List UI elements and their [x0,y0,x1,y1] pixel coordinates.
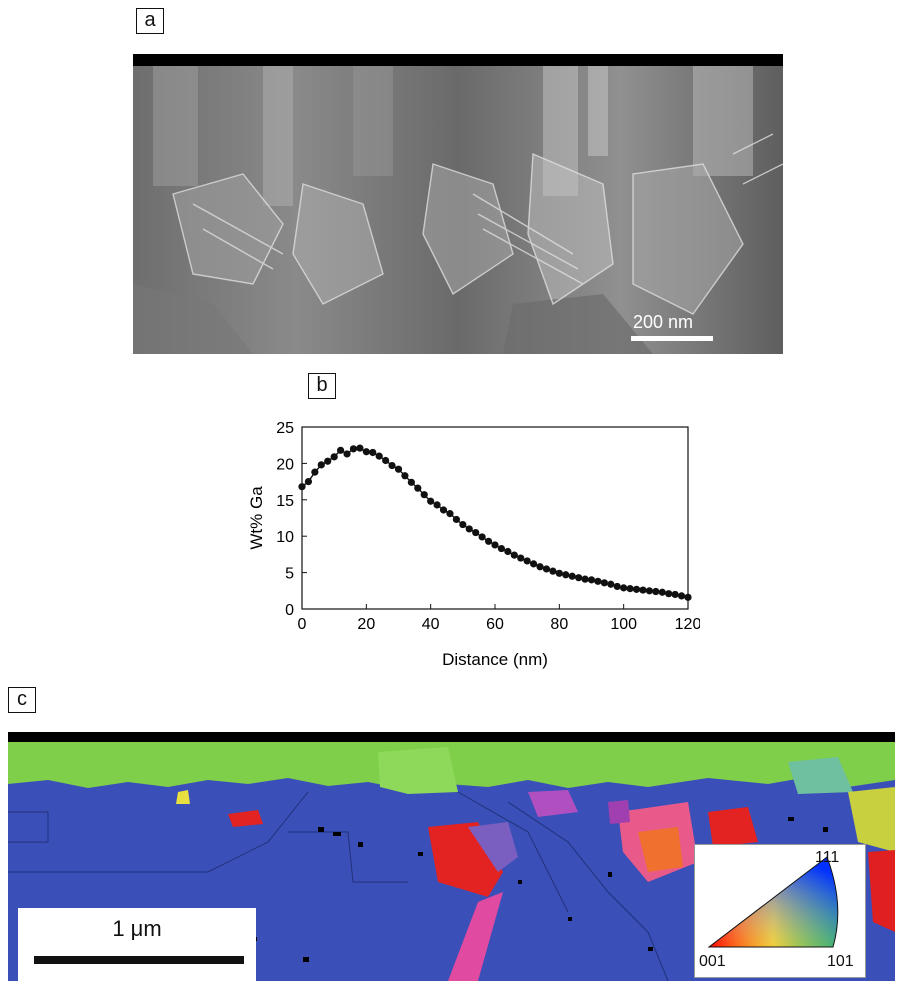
y-tick-label: 15 [276,493,294,510]
ebsd-scale-box: 1 μm [18,908,256,981]
data-point [427,497,435,505]
data-point [311,468,319,476]
x-tick-label: 20 [357,616,375,633]
y-axis-label: Wt% Ga [247,486,266,550]
panel-label-b: b [308,373,336,399]
data-point [337,446,345,454]
y-tick-label: 0 [285,602,294,619]
data-point [401,472,409,480]
data-point [665,590,673,598]
x-tick-label: 40 [422,616,440,633]
data-point [562,571,570,579]
data-point [420,491,428,499]
data-point [465,525,473,533]
x-tick-label: 100 [610,616,637,633]
data-point [394,465,403,473]
data-point [369,448,377,457]
panel-label-c: c [8,687,36,713]
data-point [600,579,608,587]
data-point [343,450,351,458]
data-point [491,541,499,549]
data-point [671,590,679,599]
data-point [330,453,338,461]
data-point [324,457,332,465]
data-point [317,461,325,469]
data-point [568,572,576,580]
x-tick-label: 0 [298,616,307,633]
data-point [607,580,615,588]
data-point [452,515,460,524]
y-tick-label: 5 [285,566,294,583]
data-point [652,587,660,596]
data-point [298,483,306,491]
data-point [542,565,551,573]
x-tick-label: 120 [675,616,700,633]
ipf-label-001: 001 [699,953,726,970]
data-point [536,563,544,571]
data-point [677,592,686,600]
data-point [517,554,525,562]
ipf-label-111: 111 [815,849,840,866]
sem-scale-label: 200 nm [633,312,694,332]
data-point [594,577,602,585]
data-point [484,537,493,545]
data-point [639,586,647,594]
panel-label-a: a [136,8,164,34]
ga-profile-chart: 0 20 40 60 80 100 120 0 5 10 15 20 25 Distance (nm)… [240,410,701,680]
data-point [626,585,634,593]
data-point [645,587,653,595]
data-point [388,461,396,470]
data-point [632,585,641,593]
data-point [497,544,506,553]
sem-image-texture [133,54,783,354]
x-tick-label: 80 [550,616,568,633]
data-point [620,584,628,592]
ebsd-orientation-map: 1 μm 111 001 101 [8,732,895,981]
ipf-color-key: 111 001 101 [694,844,866,978]
data-point [530,560,538,568]
data-point [523,557,531,565]
data-point [549,567,557,575]
data-point [472,528,480,537]
data-point [304,478,313,486]
data-point [382,456,390,465]
y-tick-label: 10 [276,529,294,546]
data-point [407,478,415,486]
ipf-triangle [707,856,839,948]
ebsd-scale-label: 1 μm [112,916,162,941]
data-point [433,501,441,509]
data-point [375,452,383,460]
data-point [581,575,589,583]
x-axis-label: Distance (nm) [442,650,548,669]
y-tick-label: 20 [276,456,294,473]
data-point [555,569,563,577]
data-point [510,551,518,559]
ipf-label-101: 101 [827,953,854,970]
chart-svg: 0 20 40 60 80 100 120 0 5 10 15 20 25 Distance (nm)… [247,420,701,669]
data-point [684,593,692,601]
data-point [446,510,454,518]
y-tick-label: 25 [276,420,294,437]
data-point [414,484,422,492]
data-point [356,444,364,452]
data-point [658,588,666,596]
data-point [575,574,583,582]
ebsd-scale-bar [34,956,244,964]
data-point [349,445,358,453]
sem-micrograph: 200 nm [133,54,783,354]
data-point [459,520,467,529]
data-point [478,533,486,541]
data-point [439,506,448,514]
plot-frame [301,426,689,610]
series-line [301,447,689,599]
data-point [587,576,596,584]
data-point [504,547,512,556]
data-point [613,582,621,591]
x-tick-label: 60 [486,616,504,633]
sem-scale-bar [631,336,713,341]
data-point [362,448,370,456]
